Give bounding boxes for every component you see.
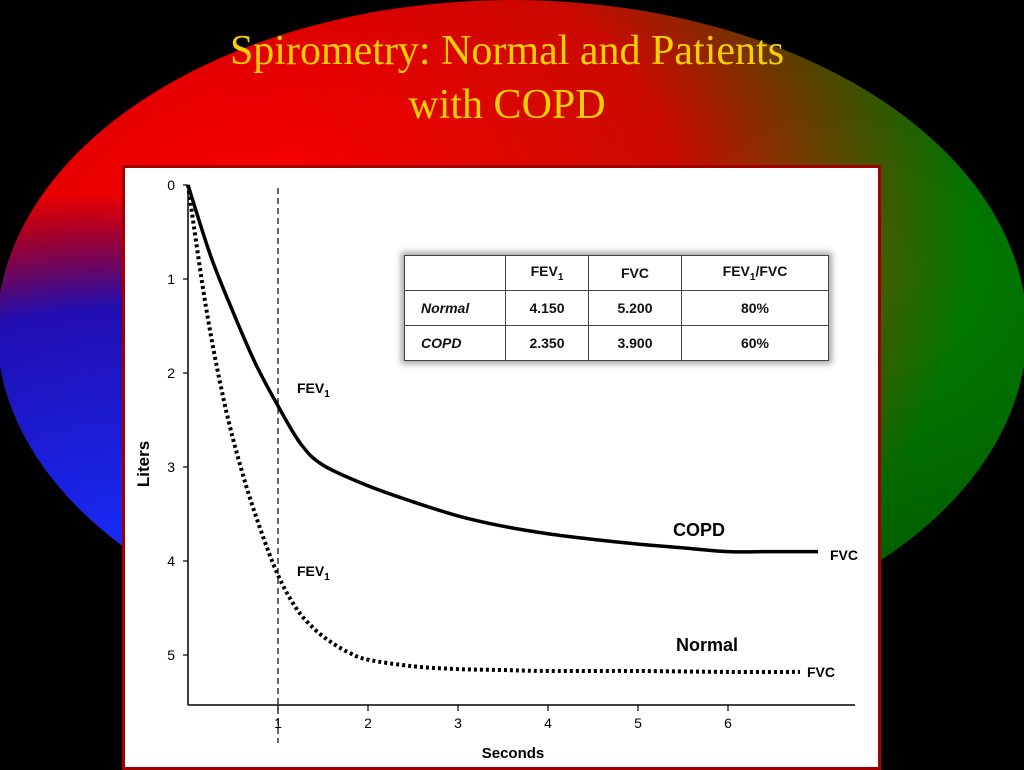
x-axis-label: Seconds	[482, 745, 545, 762]
slide-title: Spirometry: Normal and Patients with COP…	[0, 24, 1014, 132]
table-cell: 80%	[681, 290, 829, 326]
slide-title-line1: Spirometry: Normal and Patients	[229, 28, 785, 74]
chart-panel: 123456012345 Seconds Liters FEV1 FEV1 CO…	[122, 165, 881, 770]
table-cell-row-label: COPD	[404, 325, 506, 361]
normal-fvc-label: FVC	[807, 664, 835, 680]
y-tick-label: 0	[167, 177, 175, 193]
table-cell: 3.900	[588, 325, 682, 361]
table-cell: 4.150	[505, 290, 589, 326]
table-cell: 60%	[681, 325, 829, 361]
table-header-fvc: FVC	[588, 255, 682, 291]
table-header-ratio: FEV1/FVC	[681, 255, 829, 291]
series-line-normal	[186, 184, 801, 674]
table-header-fev1: FEV1	[505, 255, 589, 291]
table-row: Normal 4.150 5.200 80%	[404, 290, 829, 326]
x-tick-label: 5	[634, 715, 642, 731]
table-cell-row-label: Normal	[404, 290, 506, 326]
table-cell: 2.350	[505, 325, 589, 361]
y-tick-label: 3	[167, 459, 175, 475]
fev1-normal-label: FEV1	[297, 563, 330, 583]
y-tick-label: 4	[167, 553, 175, 569]
chart-series	[186, 184, 818, 674]
x-tick-label: 3	[454, 715, 462, 731]
series-line-copd	[186, 184, 818, 554]
table-header-empty	[404, 255, 506, 291]
chart-axes	[187, 185, 855, 706]
table-row: COPD 2.350 3.900 60%	[404, 325, 829, 361]
x-tick-label: 2	[364, 715, 372, 731]
y-axis-label: Liters	[134, 441, 153, 487]
spirometry-table: FEV1 FVC FEV1/FVC Normal 4.150 5.200 80%…	[404, 255, 829, 361]
table-cell: 5.200	[588, 290, 682, 326]
normal-series-label: Normal	[676, 635, 738, 655]
table-header-row: FEV1 FVC FEV1/FVC	[404, 255, 829, 291]
copd-fvc-label: FVC	[830, 547, 858, 563]
copd-series-label: COPD	[673, 520, 725, 540]
chart-ticks: 123456012345	[167, 177, 732, 731]
x-tick-label: 4	[544, 715, 552, 731]
y-tick-label: 1	[167, 271, 175, 287]
slide-title-line2: with COPD	[408, 82, 606, 128]
x-tick-label: 6	[724, 715, 732, 731]
spirometry-chart: 123456012345 Seconds Liters FEV1 FEV1 CO…	[134, 177, 858, 762]
y-tick-label: 2	[167, 365, 175, 381]
fev1-copd-label: FEV1	[297, 380, 330, 400]
y-tick-label: 5	[167, 647, 175, 663]
